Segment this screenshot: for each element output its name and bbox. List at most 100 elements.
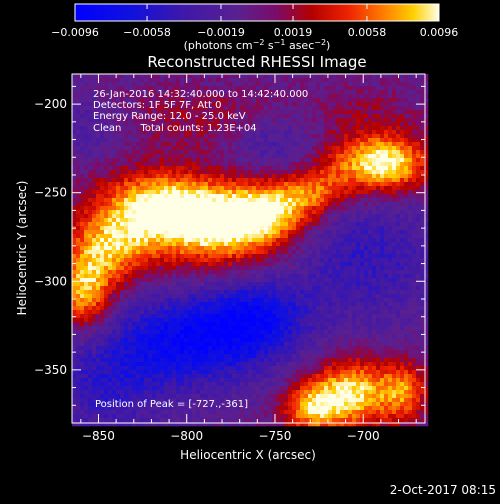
- heatmap-pixel: [224, 102, 228, 106]
- heatmap-pixel: [236, 186, 240, 190]
- heatmap-pixel: [136, 166, 140, 170]
- heatmap-pixel: [80, 282, 84, 286]
- heatmap-pixel: [244, 78, 248, 82]
- heatmap-pixel: [360, 94, 364, 98]
- heatmap-pixel: [76, 286, 80, 290]
- heatmap-pixel: [332, 98, 336, 102]
- heatmap-pixel: [156, 206, 160, 210]
- heatmap-pixel: [276, 234, 280, 238]
- heatmap-pixel: [252, 266, 256, 270]
- heatmap-pixel: [340, 186, 344, 190]
- heatmap-pixel: [356, 230, 360, 234]
- heatmap-pixel: [264, 134, 268, 138]
- heatmap-pixel: [176, 282, 180, 286]
- heatmap-pixel: [268, 294, 272, 298]
- heatmap-pixel: [324, 206, 328, 210]
- heatmap-pixel: [152, 258, 156, 262]
- heatmap-pixel: [296, 170, 300, 174]
- heatmap-pixel: [112, 178, 116, 182]
- heatmap-pixel: [396, 290, 400, 294]
- heatmap-pixel: [192, 146, 196, 150]
- heatmap-pixel: [292, 254, 296, 258]
- heatmap-pixel: [276, 282, 280, 286]
- heatmap-pixel: [320, 90, 324, 94]
- heatmap-pixel: [228, 278, 232, 282]
- heatmap-pixel: [304, 114, 308, 118]
- heatmap-pixel: [416, 114, 420, 118]
- heatmap-pixel: [196, 226, 200, 230]
- heatmap-pixel: [312, 274, 316, 278]
- heatmap-pixel: [368, 150, 372, 154]
- heatmap-pixel: [72, 282, 76, 286]
- heatmap-pixel: [88, 178, 92, 182]
- heatmap-pixel: [144, 238, 148, 242]
- heatmap-pixel: [116, 238, 120, 242]
- heatmap-pixel: [172, 294, 176, 298]
- heatmap-pixel: [280, 194, 284, 198]
- heatmap-pixel: [100, 254, 104, 258]
- heatmap-pixel: [236, 170, 240, 174]
- heatmap-pixel: [188, 278, 192, 282]
- heatmap-pixel: [76, 218, 80, 222]
- heatmap-pixel: [396, 238, 400, 242]
- heatmap-pixel: [232, 106, 236, 110]
- heatmap-pixel: [280, 158, 284, 162]
- heatmap-pixel: [300, 202, 304, 206]
- heatmap-pixel: [396, 170, 400, 174]
- heatmap-pixel: [128, 242, 132, 246]
- heatmap-pixel: [292, 266, 296, 270]
- heatmap-pixel: [216, 210, 220, 214]
- heatmap-pixel: [192, 246, 196, 250]
- heatmap-pixel: [372, 230, 376, 234]
- heatmap-pixel: [168, 270, 172, 274]
- heatmap-pixel: [124, 198, 128, 202]
- heatmap-pixel: [380, 182, 384, 186]
- heatmap-pixel: [176, 158, 180, 162]
- heatmap-pixel: [420, 166, 424, 170]
- heatmap-pixel: [204, 278, 208, 282]
- heatmap-pixel: [196, 274, 200, 278]
- heatmap-pixel: [88, 110, 92, 114]
- heatmap-pixel: [184, 254, 188, 258]
- heatmap-pixel: [320, 214, 324, 218]
- heatmap-pixel: [240, 138, 244, 142]
- heatmap-pixel: [400, 94, 404, 98]
- heatmap-pixel: [364, 274, 368, 278]
- heatmap-pixel: [148, 194, 152, 198]
- heatmap-pixel: [256, 210, 260, 214]
- heatmap-pixel: [144, 174, 148, 178]
- heatmap-pixel: [188, 186, 192, 190]
- heatmap-pixel: [172, 210, 176, 214]
- heatmap-pixel: [408, 270, 412, 274]
- heatmap-pixel: [324, 294, 328, 298]
- heatmap-pixel: [308, 226, 312, 230]
- heatmap-pixel: [412, 282, 416, 286]
- heatmap-pixel: [288, 74, 292, 78]
- heatmap-pixel: [244, 250, 248, 254]
- heatmap-pixel: [268, 210, 272, 214]
- heatmap-pixel: [280, 282, 284, 286]
- heatmap-pixel: [416, 242, 420, 246]
- heatmap-pixel: [104, 210, 108, 214]
- heatmap-pixel: [292, 150, 296, 154]
- heatmap-pixel: [300, 150, 304, 154]
- heatmap-pixel: [156, 182, 160, 186]
- heatmap-pixel: [244, 106, 248, 110]
- heatmap-pixel: [124, 174, 128, 178]
- heatmap-pixel: [316, 126, 320, 130]
- heatmap-pixel: [276, 258, 280, 262]
- heatmap-pixel: [324, 118, 328, 122]
- heatmap-pixel: [280, 238, 284, 242]
- heatmap-pixel: [204, 186, 208, 190]
- heatmap-pixel: [404, 106, 408, 110]
- heatmap-pixel: [344, 190, 348, 194]
- heatmap-pixel: [292, 218, 296, 222]
- heatmap-pixel: [216, 278, 220, 282]
- heatmap-pixel: [412, 106, 416, 110]
- heatmap-pixel: [256, 150, 260, 154]
- heatmap-pixel: [208, 274, 212, 278]
- heatmap-pixel: [152, 242, 156, 246]
- heatmap-pixel: [172, 82, 176, 86]
- heatmap-pixel: [212, 78, 216, 82]
- heatmap-pixel: [324, 82, 328, 86]
